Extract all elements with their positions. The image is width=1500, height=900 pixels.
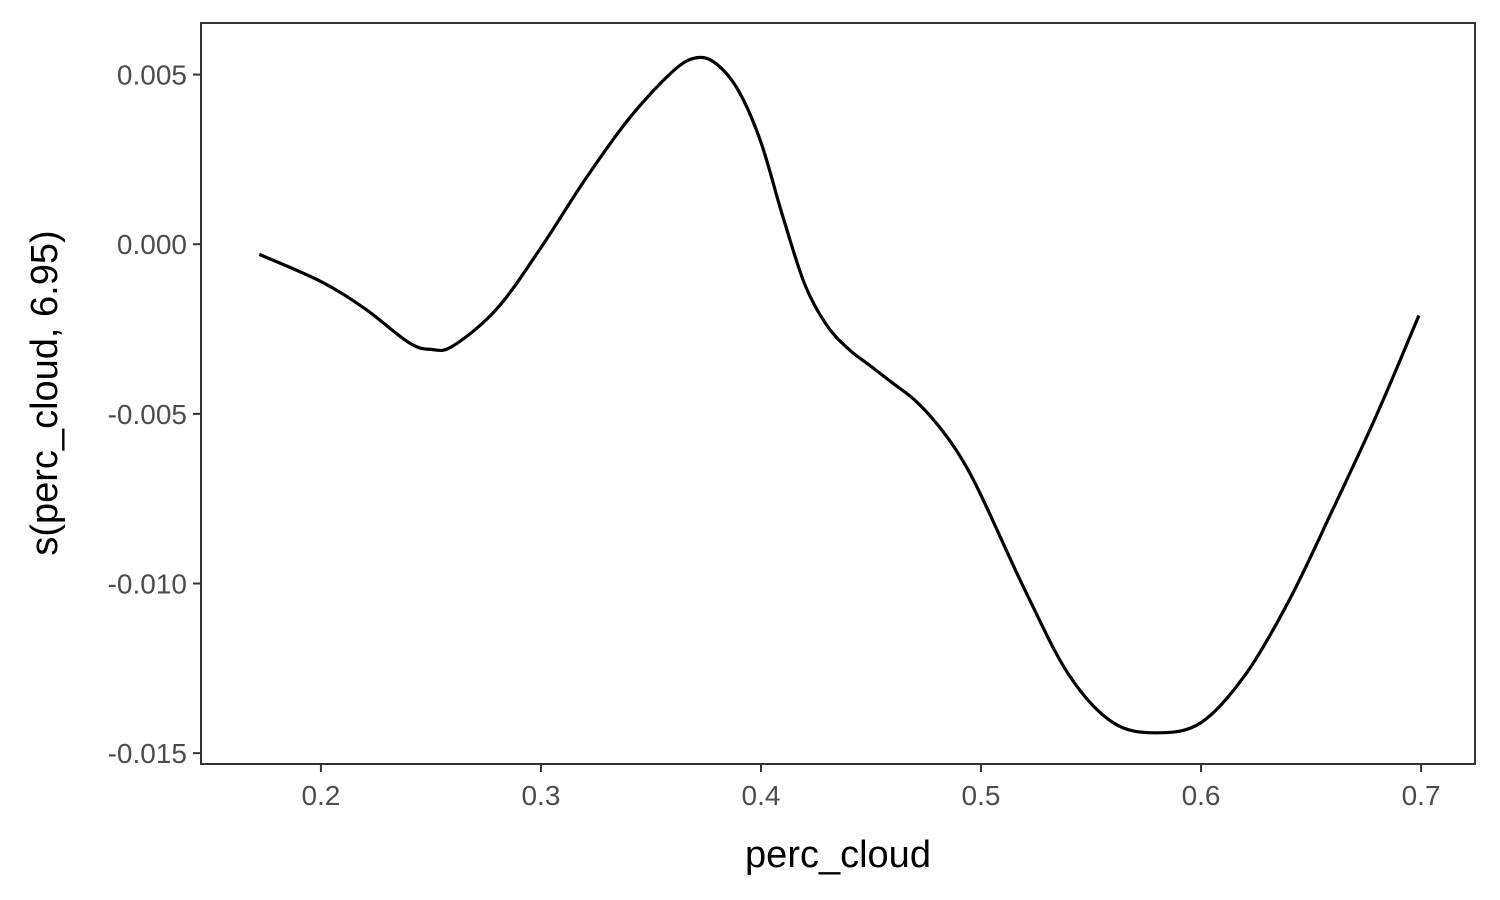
x-tick-label: 0.2 xyxy=(301,780,340,811)
y-tick-label: -0.015 xyxy=(108,738,187,769)
plot-panel xyxy=(200,22,1476,765)
y-axis-title: s(perc_cloud, 6.95) xyxy=(24,230,66,555)
x-tick-label: 0.7 xyxy=(1402,780,1441,811)
x-tick-label: 0.4 xyxy=(742,780,781,811)
x-tick-label: 0.3 xyxy=(521,780,560,811)
y-tick-label: 0.000 xyxy=(117,229,187,260)
y-axis: 0.005 0.000 -0.005 -0.010 -0.015 xyxy=(108,60,201,769)
y-tick-label: -0.005 xyxy=(108,399,187,430)
series-layer xyxy=(258,55,1421,735)
y-tick-label: 0.005 xyxy=(117,60,187,91)
x-axis-title: perc_cloud xyxy=(745,834,931,876)
x-tick-label: 0.5 xyxy=(962,780,1001,811)
x-axis: 0.2 0.3 0.4 0.5 0.6 0.7 xyxy=(301,764,1441,811)
y-tick-label: -0.010 xyxy=(108,569,187,600)
series-line xyxy=(258,55,1421,735)
x-tick-label: 0.6 xyxy=(1182,780,1221,811)
